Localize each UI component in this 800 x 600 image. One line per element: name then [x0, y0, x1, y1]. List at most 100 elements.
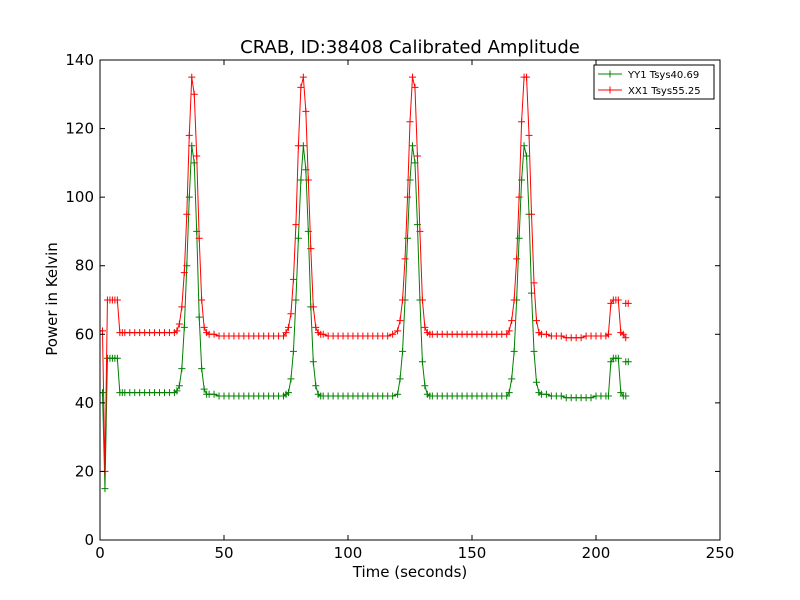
y-tick-label: 140: [65, 51, 94, 69]
series-1-point: [113, 354, 121, 362]
series-2-point: [416, 227, 424, 235]
series-2-point: [421, 323, 429, 331]
y-tick-label: 20: [75, 462, 94, 480]
series-1-point: [528, 289, 536, 297]
y-axis-label: Power in Kelvin: [43, 242, 61, 356]
series-2-line-1: [100, 76, 627, 472]
series-1-point: [200, 385, 208, 393]
series-1-point: [175, 382, 183, 390]
series-1-point: [195, 313, 203, 321]
series-2-point: [312, 323, 320, 331]
series-2-point: [292, 221, 300, 229]
series-2-point: [309, 303, 317, 311]
series-2-point: [178, 303, 186, 311]
series-1-point: [408, 142, 416, 150]
series-2-point: [289, 275, 297, 283]
plot-frame: [99, 59, 721, 541]
series-1-point: [198, 365, 206, 373]
series-1-point: [520, 142, 528, 150]
legend-label-1: YY1 Tsys40.69: [627, 70, 699, 81]
legend-marker-2: [606, 86, 614, 94]
series-2-point: [624, 299, 632, 307]
y-tick-label: 40: [75, 394, 94, 412]
x-tick-label: 200: [582, 544, 611, 562]
series-2-point: [210, 330, 218, 338]
series-2-point: [287, 310, 295, 318]
series-1-point: [523, 152, 531, 160]
series-2-point: [513, 255, 521, 263]
series-2-point: [302, 107, 310, 115]
series-2-point: [404, 193, 412, 201]
series-2-point: [510, 296, 518, 304]
series-2-point: [523, 73, 531, 81]
series-2-point: [384, 332, 392, 340]
series-2: [100, 73, 632, 475]
series-2-point: [185, 131, 193, 139]
series-2-point: [505, 327, 513, 335]
series-1-point: [399, 347, 407, 355]
series-1-point: [532, 378, 540, 386]
series-2-point: [113, 296, 121, 304]
series-2-point: [557, 332, 565, 340]
x-tick-label: 150: [458, 544, 487, 562]
y-tick-label: 120: [65, 120, 94, 138]
series-1-point: [530, 347, 538, 355]
series-2-point: [389, 330, 397, 338]
series-2-point: [200, 323, 208, 331]
series-1-point: [210, 390, 218, 398]
series-1-point: [309, 358, 317, 366]
series-1-point: [178, 365, 186, 373]
series-2-point: [294, 142, 302, 150]
series-1-line-1: [100, 145, 626, 489]
series-2-point: [399, 296, 407, 304]
series-1-point: [312, 382, 320, 390]
series-2-point: [411, 83, 419, 91]
series-2-point: [183, 210, 191, 218]
series-2-point: [508, 317, 516, 325]
series-2-point: [284, 323, 292, 331]
series-1-point: [284, 389, 292, 397]
series-2-point: [418, 296, 426, 304]
series-1-point: [289, 347, 297, 355]
series-2-point: [394, 327, 402, 335]
x-tick-label: 100: [334, 544, 363, 562]
series-1-point: [294, 234, 302, 242]
series-1-point: [101, 485, 109, 493]
legend-box: [593, 64, 715, 100]
series-2-point: [528, 210, 536, 218]
chart-title: CRAB, ID:38408 Calibrated Amplitude: [240, 37, 580, 58]
series-2-point: [604, 330, 612, 338]
series-1-point: [404, 234, 412, 242]
series-2-point: [532, 317, 540, 325]
series-2-point: [282, 329, 290, 337]
y-tick-label: 100: [65, 188, 94, 206]
series-2-point: [304, 176, 312, 184]
series-2-point: [299, 73, 307, 81]
series-1-point: [510, 347, 518, 355]
series-1-point: [292, 296, 300, 304]
y-tick-label: 60: [75, 325, 94, 343]
series-1-point: [624, 358, 632, 366]
series-2-point: [173, 327, 181, 335]
series-1-point: [396, 375, 404, 383]
series-1-point: [173, 387, 181, 395]
series-2-point: [408, 73, 416, 81]
series-2-point: [175, 320, 183, 328]
x-tick-label: 50: [214, 544, 233, 562]
series-1-point: [604, 392, 612, 400]
series-1-point: [515, 234, 523, 242]
plot-layer: 0 50 100 150 200 250 0 20 40 60 80 100 120 140 YY1 Tsy…: [65, 51, 734, 562]
series-2-point: [622, 334, 630, 342]
series-2-point: [542, 330, 550, 338]
series-2-point: [195, 234, 203, 242]
x-tick-label: 250: [706, 544, 735, 562]
series-2-point: [319, 330, 327, 338]
series-1-point: [389, 392, 397, 400]
series-2-point: [577, 334, 585, 342]
legend-marker-1: [606, 70, 614, 78]
series-2-point: [193, 152, 201, 160]
series-1-point: [587, 394, 595, 402]
series-1-point: [297, 176, 305, 184]
series-1-point: [614, 354, 622, 362]
